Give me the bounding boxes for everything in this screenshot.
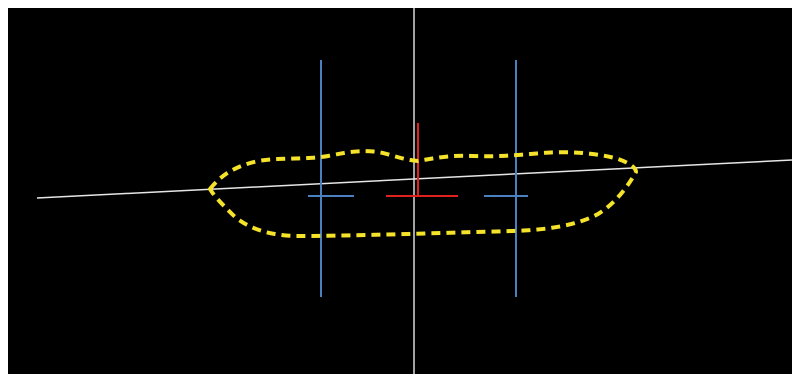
- lip-analysis-drawing: [36, 8, 792, 374]
- commissure-line: [36, 159, 792, 199]
- diagram-canvas: [8, 8, 792, 374]
- lips-outline: [208, 149, 638, 238]
